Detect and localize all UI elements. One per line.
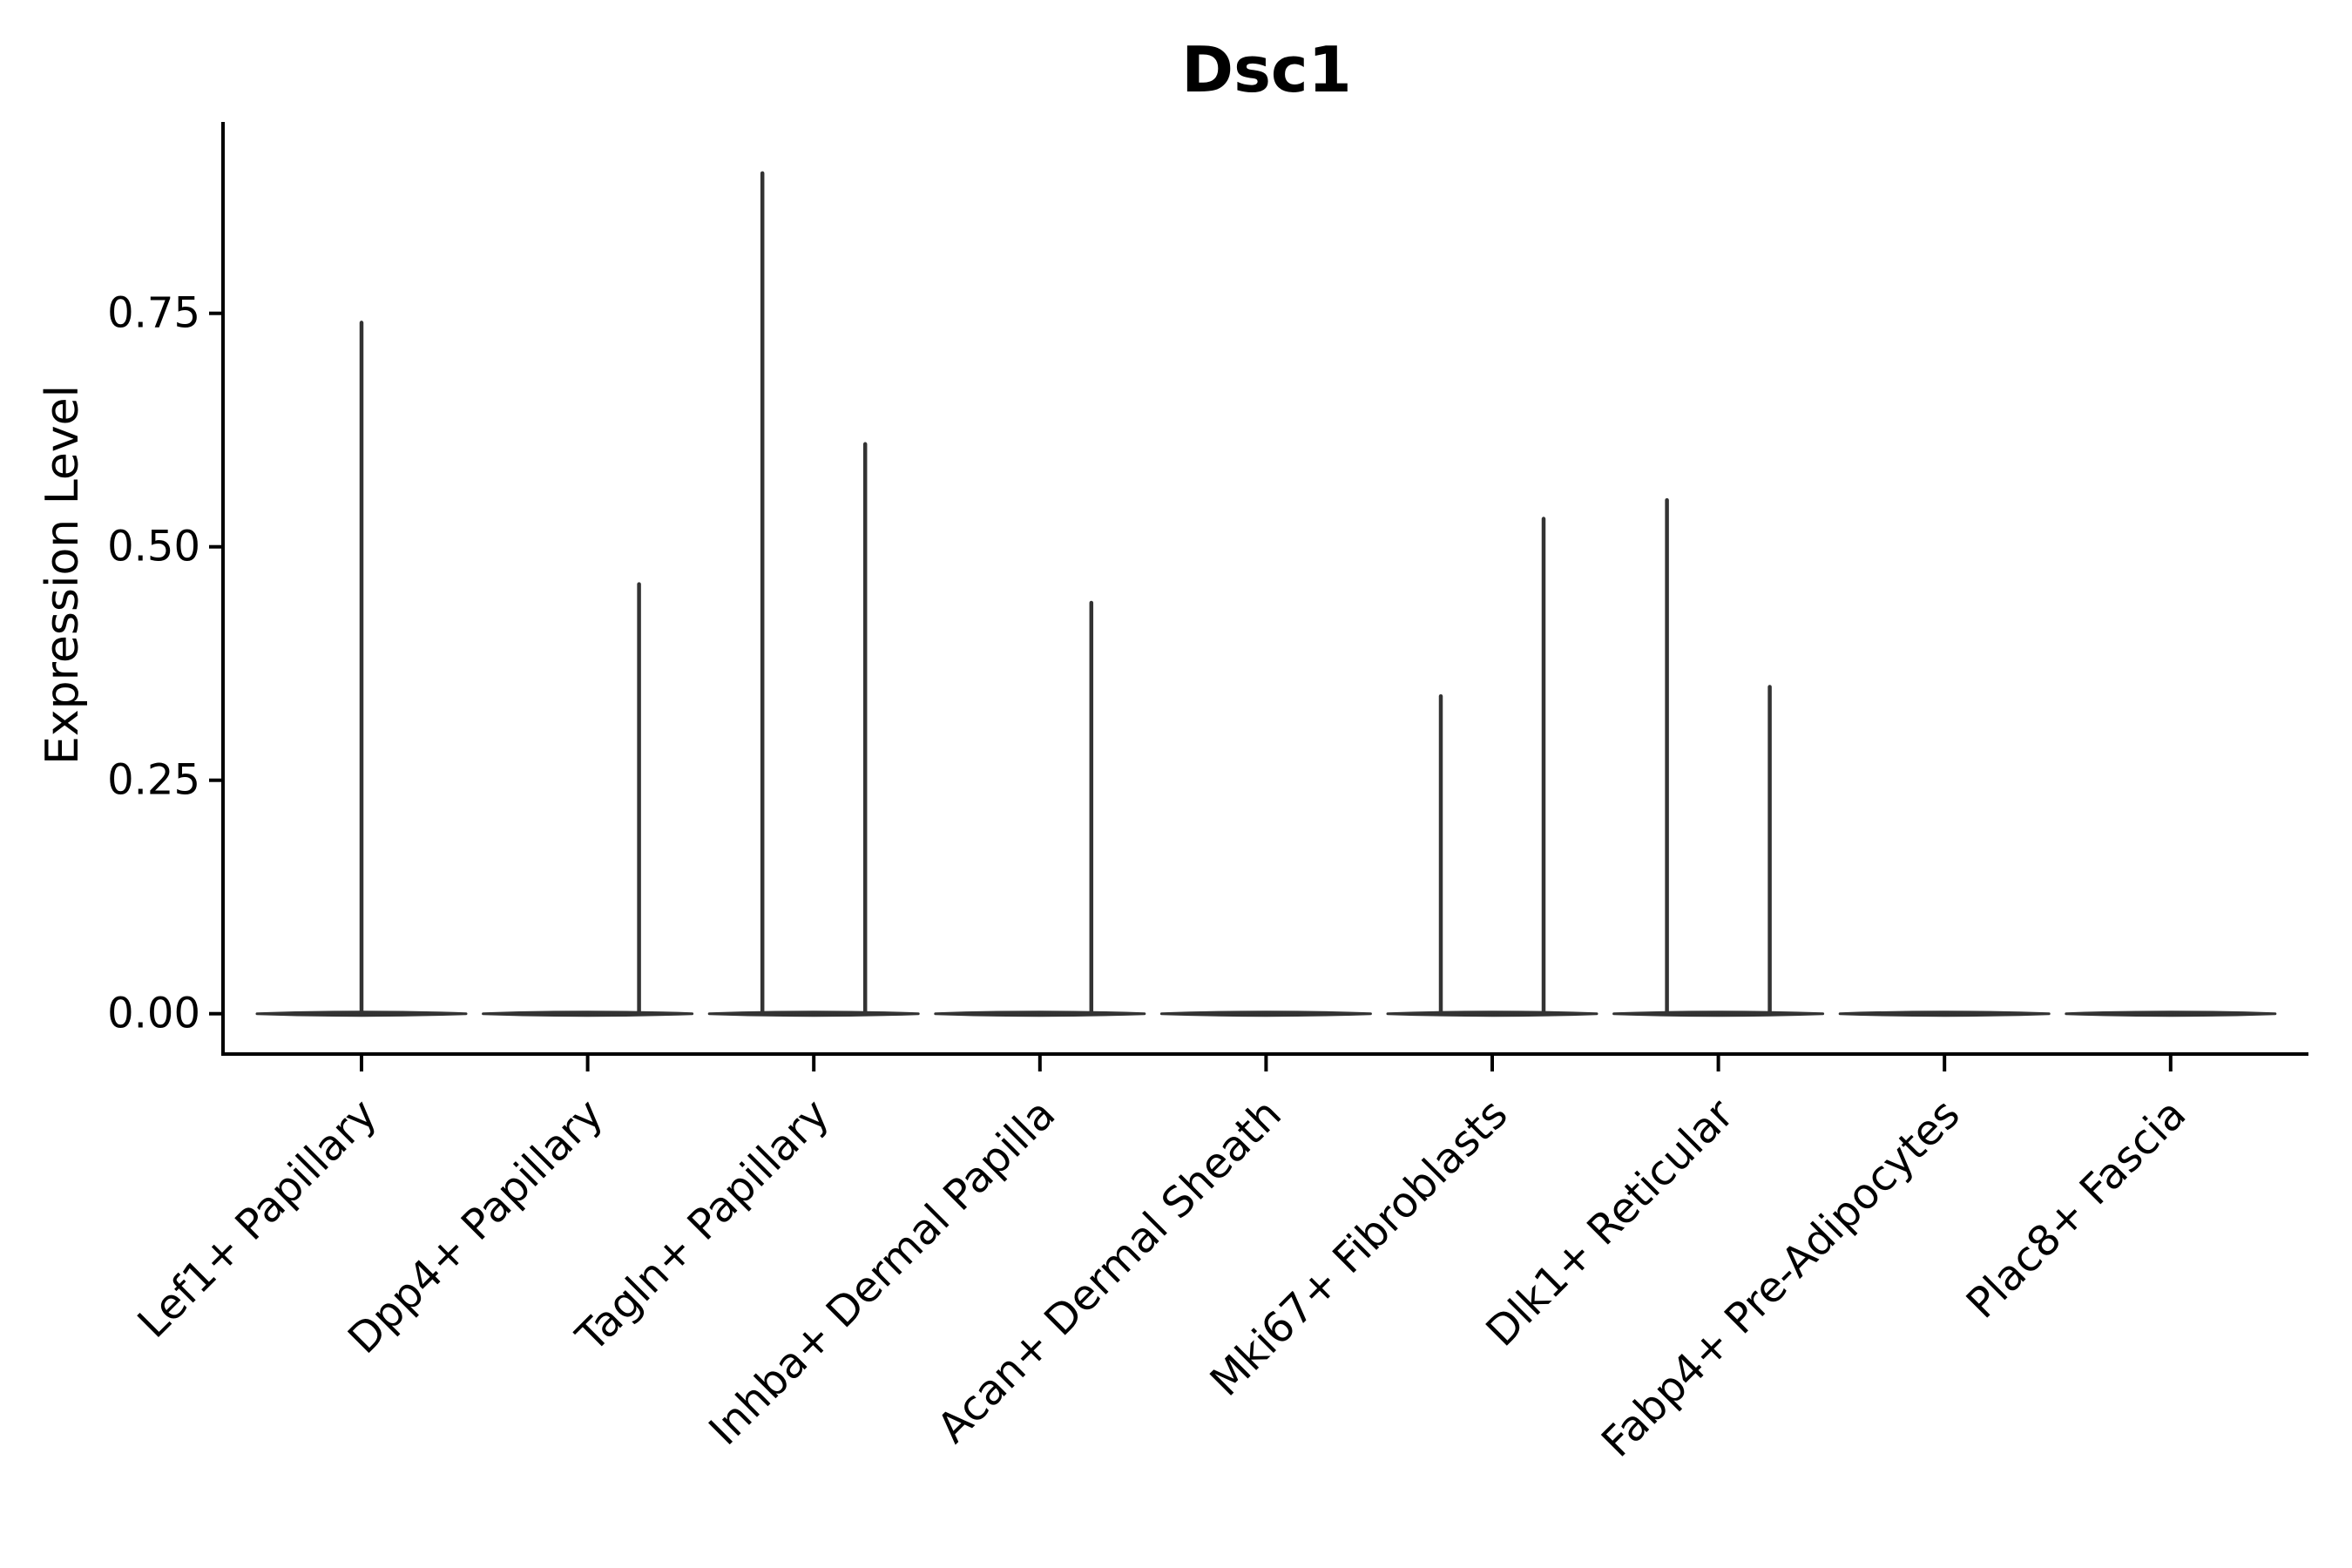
- violin-baseline: [2065, 1010, 2277, 1017]
- violin: [255, 321, 468, 1017]
- y-tick-label: 0.00: [107, 990, 200, 1038]
- x-category-label: Fabp4+ Pre-Adipocytes: [1592, 1090, 1970, 1467]
- violin-baseline: [1159, 1010, 1372, 1017]
- violin-baseline: [1612, 1010, 1825, 1017]
- y-tick-label: 0.25: [107, 756, 200, 805]
- violin: [1386, 517, 1598, 1017]
- chart-title: Dsc1: [1181, 33, 1352, 106]
- violin: [1612, 497, 1825, 1017]
- violin-baseline: [707, 1010, 920, 1017]
- y-tick-label: 0.50: [107, 523, 200, 571]
- violin-baseline: [1838, 1010, 2051, 1017]
- violin: [1838, 1010, 2051, 1017]
- violin: [1159, 1010, 1372, 1017]
- violins-layer: [255, 171, 2277, 1017]
- x-category-label: Lef1+ Papillary: [129, 1090, 387, 1348]
- x-category-label: Dlk1+ Reticular: [1477, 1090, 1743, 1356]
- y-tick-label: 0.75: [107, 289, 200, 338]
- violin-baseline: [934, 1010, 1146, 1017]
- violin: [2065, 1010, 2277, 1017]
- violin-baseline: [482, 1010, 694, 1017]
- x-category-label: Plac8+ Fascia: [1957, 1090, 2196, 1328]
- violin: [482, 582, 694, 1017]
- violin-baseline: [1386, 1010, 1598, 1017]
- violin: [934, 600, 1146, 1017]
- violin: [707, 171, 920, 1017]
